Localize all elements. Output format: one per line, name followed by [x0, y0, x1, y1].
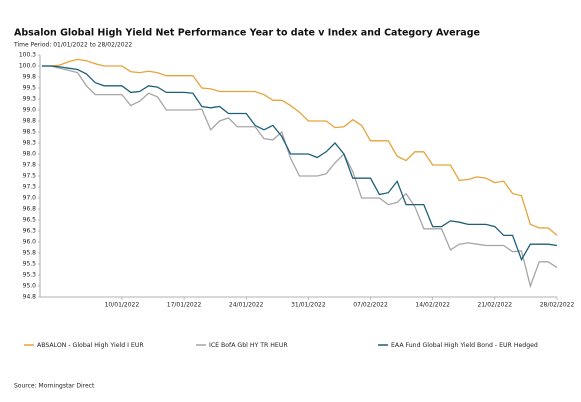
- x-tick-label: 31/01/2022: [291, 302, 326, 309]
- y-tick-label: 95.5: [23, 261, 37, 268]
- x-tick-label: 14/02/2022: [415, 302, 450, 309]
- x-tick-label: 17/01/2022: [167, 302, 202, 309]
- y-tick-label: 97.3: [23, 184, 37, 191]
- y-tick-label: 95.8: [23, 250, 37, 257]
- series-line: [42, 58, 558, 236]
- chart-title: Absalon Global High Yield Net Performanc…: [14, 28, 480, 39]
- chart-subtitle: Time Period: 01/01/2022 to 28/02/2022: [13, 42, 132, 49]
- y-tick-label: 97.5: [23, 173, 37, 180]
- y-tick-label: 97.0: [23, 195, 37, 202]
- y-tick-label: 98.0: [23, 151, 37, 158]
- y-tick-label: 96.0: [23, 239, 37, 246]
- y-tick-label: 100.0: [19, 63, 36, 70]
- y-tick-label: 95.0: [23, 283, 37, 290]
- x-tick-label: 21/02/2022: [478, 302, 513, 309]
- y-tick-label: 100.3: [19, 52, 36, 59]
- legend-label: ICE BofA Gbl HY TR HEUR: [209, 342, 288, 349]
- y-tick-label: 98.3: [23, 140, 37, 147]
- x-tick-label: 28/02/2022: [540, 302, 575, 309]
- x-tick-label: 07/02/2022: [353, 302, 388, 309]
- series-line: [42, 65, 558, 289]
- legend-label: ABSALON - Global High Yield I EUR: [37, 342, 144, 349]
- y-tick-label: 96.3: [23, 228, 37, 235]
- y-tick-label: 96.5: [23, 217, 37, 224]
- legend-label: EAA Fund Global High Yield Bond - EUR He…: [391, 342, 538, 349]
- y-tick-label: 99.8: [23, 74, 37, 81]
- x-tick-label: 24/01/2022: [229, 302, 264, 309]
- y-tick-label: 98.8: [23, 118, 37, 125]
- y-tick-label: 99.5: [23, 85, 37, 92]
- y-tick-label: 94.8: [23, 294, 37, 301]
- y-tick-label: 96.8: [23, 206, 37, 213]
- y-tick-label: 95.3: [23, 272, 37, 279]
- series-line: [42, 65, 558, 262]
- y-tick-label: 98.5: [23, 129, 37, 136]
- y-tick-label: 99.0: [23, 107, 37, 114]
- source-note: Source: Morningstar Direct: [14, 383, 95, 390]
- y-tick-label: 97.8: [23, 162, 37, 169]
- x-tick-label: 10/01/2022: [105, 302, 140, 309]
- y-tick-label: 99.3: [23, 96, 37, 103]
